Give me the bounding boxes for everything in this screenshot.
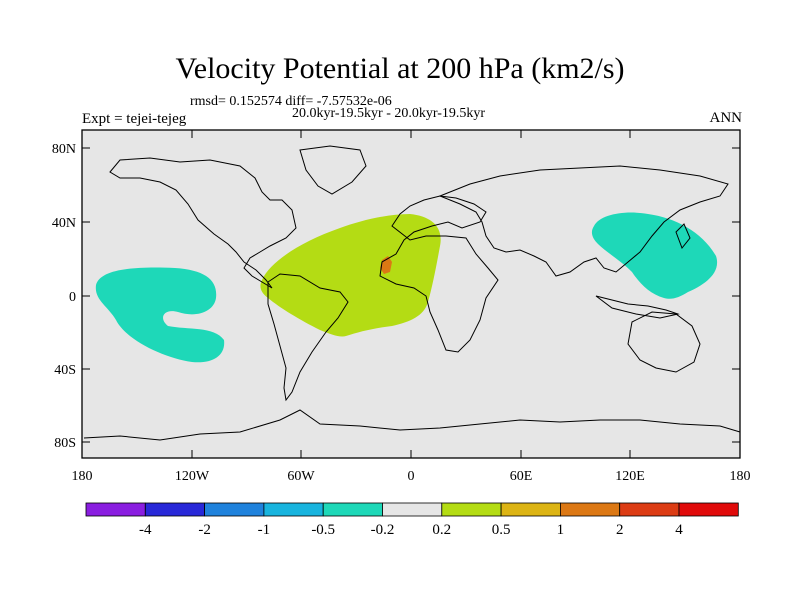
season-label: ANN (709, 110, 743, 126)
lon-label-120e: 120E (615, 469, 645, 484)
antarctica-coast (83, 409, 741, 441)
lon-label-180-right: 180 (730, 469, 751, 484)
lat-label-40n: 40N (52, 216, 76, 231)
colorbar-label: 0.2 (432, 522, 451, 538)
eurasia-coast (438, 165, 729, 277)
positive-anomaly-atlantic (260, 214, 441, 337)
colorbar-label: -0.5 (311, 522, 335, 538)
north-america-coast (109, 157, 297, 289)
colorbar-box (322, 502, 383, 517)
colorbar-label: -4 (139, 522, 152, 538)
colorbar-box (204, 502, 265, 517)
colorbar-box (560, 502, 621, 517)
strong-positive-patch (380, 256, 392, 274)
japan-coast (675, 223, 691, 249)
colorbar-box (678, 502, 739, 517)
lat-label-0: 0 (69, 290, 76, 305)
colorbar-label: 2 (616, 522, 624, 538)
colorbar-label: -1 (258, 522, 271, 538)
lon-label-180-left: 180 (72, 469, 93, 484)
lon-label-60e: 60E (510, 469, 533, 484)
colorbar-label: 1 (557, 522, 565, 538)
lon-label-120w: 120W (175, 469, 210, 484)
lon-label-60w: 60W (287, 469, 315, 484)
colorbar-label: -0.2 (371, 522, 395, 538)
europe-africa-coast (379, 195, 499, 353)
colorbar-box (85, 502, 146, 517)
colorbar-label: -2 (198, 522, 211, 538)
colorbar-box (619, 502, 680, 517)
colorbar-labels: -4 -2 -1 -0.5 -0.2 0.2 0.5 1 2 4 (139, 522, 683, 538)
colorbar-label: 0.5 (492, 522, 511, 538)
lat-label-80s: 80S (54, 436, 76, 451)
lat-label-80n: 80N (52, 142, 76, 157)
experiment-label: Expt = tejei-tejeg (82, 111, 187, 127)
coastlines (83, 145, 741, 441)
colorbar-box (382, 502, 443, 517)
rmsd-diff-text: rmsd= 0.152574 diff= -7.57532e-06 (190, 94, 392, 109)
colorbar-box (500, 502, 561, 517)
period-text: 20.0kyr-19.5kyr - 20.0kyr-19.5kyr (292, 106, 486, 121)
colorbar-label: 4 (675, 522, 683, 538)
lat-label-40s: 40S (54, 363, 76, 378)
colorbar-box (144, 502, 206, 517)
greenland-coast (299, 145, 367, 195)
longitude-axis (81, 130, 741, 458)
south-america-coast (267, 273, 349, 402)
latitude-axis (82, 147, 740, 443)
negative-anomaly-east-pacific (95, 267, 225, 363)
colorbar-box (441, 502, 502, 517)
plot-title: Velocity Potential at 200 hPa (km2/s) (175, 52, 625, 85)
indonesia-coast (595, 295, 680, 319)
negative-anomaly-west-pacific (591, 212, 718, 299)
colorbar (85, 502, 739, 517)
lon-label-0: 0 (408, 469, 415, 484)
colorbar-box (263, 502, 324, 517)
australia-coast (627, 311, 701, 373)
